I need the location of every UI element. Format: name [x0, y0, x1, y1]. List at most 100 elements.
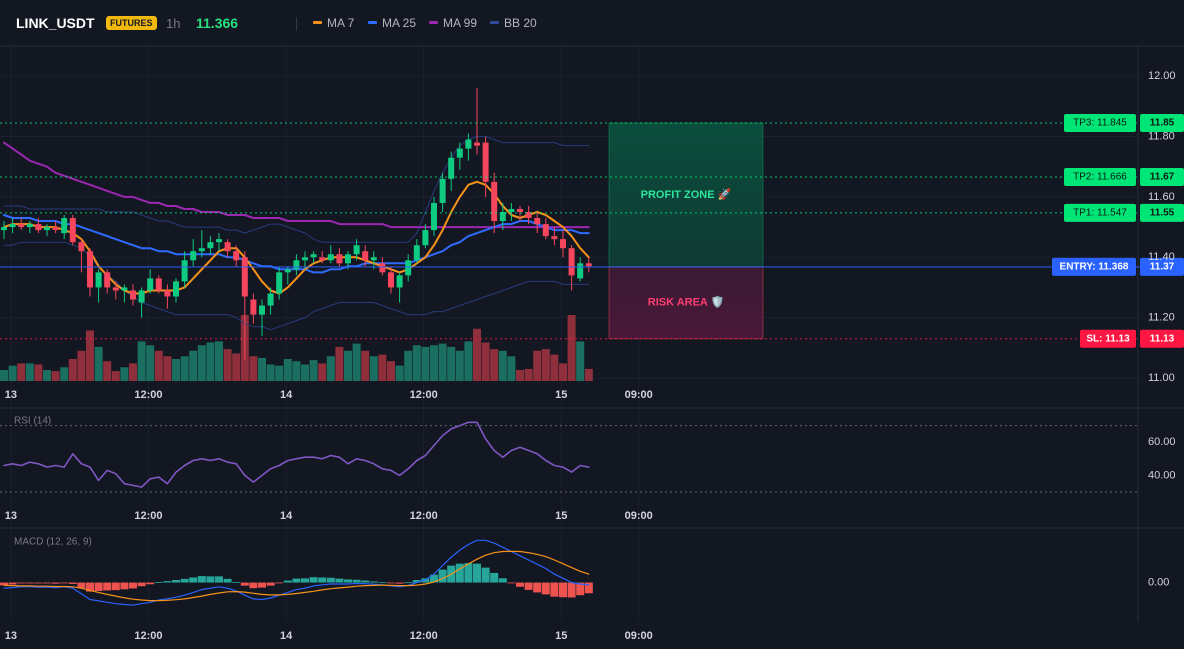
candle[interactable]: [302, 251, 308, 270]
volume-bar: [34, 364, 43, 381]
candle[interactable]: [112, 281, 119, 300]
candle[interactable]: [525, 205, 532, 225]
candle[interactable]: [9, 218, 16, 234]
rsi-title: RSI (14): [14, 416, 51, 427]
x-axis-tick-label: 09:00: [625, 389, 653, 401]
candle[interactable]: [276, 266, 283, 300]
candle[interactable]: [69, 215, 76, 246]
candle[interactable]: [61, 215, 68, 240]
candle-body: [233, 251, 240, 261]
volume-bar: [378, 354, 387, 381]
macd-histogram-bar: [154, 581, 163, 583]
candle[interactable]: [517, 205, 523, 222]
symbol-label[interactable]: LINK_USDT: [16, 15, 95, 31]
candle[interactable]: [241, 251, 248, 360]
rsi-tick-label: 40.00: [1148, 469, 1176, 481]
candle[interactable]: [138, 287, 145, 318]
candle[interactable]: [396, 272, 403, 303]
volume-bar: [249, 356, 258, 381]
candle[interactable]: [259, 299, 265, 336]
candle[interactable]: [465, 133, 472, 161]
candle[interactable]: [388, 266, 394, 294]
candle[interactable]: [216, 233, 222, 252]
candle-body: [448, 157, 455, 179]
legend-bb20[interactable]: BB 20: [490, 16, 537, 30]
x-axis-tick-label: 14: [280, 389, 293, 401]
candle[interactable]: [482, 136, 489, 197]
candle[interactable]: [379, 257, 386, 276]
candle[interactable]: [224, 239, 231, 258]
candle[interactable]: [362, 245, 369, 267]
candle[interactable]: [284, 266, 291, 285]
candle[interactable]: [456, 142, 463, 170]
candle[interactable]: [250, 293, 257, 324]
macd-histogram-bar: [249, 582, 258, 589]
candle[interactable]: [577, 257, 584, 282]
candle[interactable]: [491, 172, 498, 234]
candle[interactable]: [181, 251, 188, 288]
candle[interactable]: [233, 245, 240, 267]
candle-body: [456, 148, 463, 158]
legend-ma99-label: MA 99: [443, 16, 478, 30]
candle[interactable]: [87, 248, 93, 297]
candle[interactable]: [542, 218, 549, 240]
candle[interactable]: [474, 88, 480, 155]
candle[interactable]: [448, 151, 455, 191]
candle[interactable]: [173, 278, 179, 303]
candle[interactable]: [534, 211, 541, 234]
level-price-label: 11.13: [1150, 333, 1175, 344]
candle[interactable]: [439, 172, 446, 212]
candle[interactable]: [585, 257, 592, 273]
volume-bar: [129, 363, 137, 381]
candle[interactable]: [26, 221, 33, 234]
legend-ma25-swatch: [368, 21, 377, 25]
candle[interactable]: [198, 230, 205, 258]
candle-body: [181, 260, 188, 282]
candle[interactable]: [1, 221, 7, 240]
candle[interactable]: [52, 221, 59, 234]
candle[interactable]: [310, 251, 317, 264]
legend-ma99[interactable]: MA 99: [429, 16, 477, 30]
candle[interactable]: [508, 202, 515, 222]
candle[interactable]: [413, 239, 420, 264]
candle[interactable]: [207, 236, 214, 255]
candle[interactable]: [370, 251, 377, 270]
candle[interactable]: [147, 269, 154, 294]
macd-histogram-bar: [301, 578, 309, 583]
candle[interactable]: [353, 239, 360, 261]
candle[interactable]: [499, 202, 506, 231]
volume-bar: [516, 370, 524, 381]
candle[interactable]: [190, 239, 197, 267]
macd-histogram-bar: [326, 577, 335, 583]
candle[interactable]: [551, 227, 558, 246]
candle[interactable]: [155, 275, 162, 294]
candle[interactable]: [130, 284, 136, 306]
candle[interactable]: [104, 269, 111, 294]
candle[interactable]: [345, 251, 351, 270]
candle[interactable]: [95, 269, 102, 303]
candle[interactable]: [319, 251, 326, 264]
candle[interactable]: [336, 248, 343, 267]
level-tag-bg: [1064, 113, 1136, 132]
candle[interactable]: [267, 287, 274, 315]
candle[interactable]: [293, 254, 300, 276]
macd-histogram-bar: [455, 563, 464, 583]
volume-bar: [0, 370, 8, 381]
volume-bar: [215, 341, 223, 381]
legend-ma25[interactable]: MA 25: [368, 16, 416, 30]
candle[interactable]: [35, 218, 42, 234]
candle[interactable]: [121, 284, 128, 303]
candle[interactable]: [18, 218, 25, 231]
candle[interactable]: [327, 245, 334, 264]
candle[interactable]: [422, 224, 429, 249]
timeframe-label[interactable]: 1h: [166, 16, 181, 31]
candle[interactable]: [44, 224, 50, 237]
candle[interactable]: [568, 245, 575, 291]
candlesticks[interactable]: [1, 88, 592, 360]
candle[interactable]: [164, 284, 171, 309]
candle[interactable]: [405, 254, 412, 282]
legend-ma7[interactable]: MA 7: [313, 16, 354, 30]
candle[interactable]: [560, 230, 566, 258]
candle[interactable]: [431, 196, 437, 237]
